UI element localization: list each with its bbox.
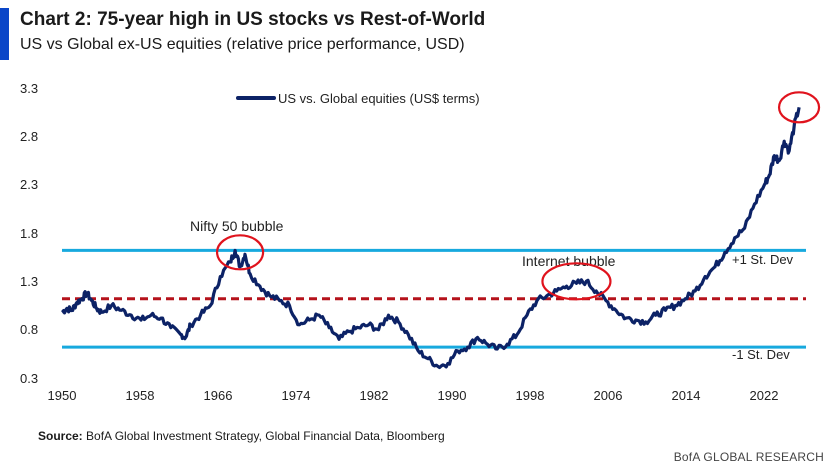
brand-label: BofA GLOBAL RESEARCH bbox=[673, 450, 824, 464]
y-tick-label: 0.3 bbox=[20, 371, 38, 386]
source-label: Source: bbox=[38, 429, 83, 443]
y-tick-label: 2.8 bbox=[20, 129, 38, 144]
series-line-us-vs-global bbox=[61, 107, 801, 370]
accent-bar bbox=[0, 8, 9, 60]
y-tick-label: 2.3 bbox=[20, 177, 38, 192]
nifty-50-highlight-circle bbox=[215, 234, 265, 271]
x-tick-label: 1966 bbox=[204, 388, 233, 403]
x-tick-label: 2006 bbox=[594, 388, 623, 403]
x-tick-label: 1950 bbox=[48, 388, 77, 403]
y-tick-label: 1.8 bbox=[20, 226, 38, 241]
x-tick-label: 1958 bbox=[126, 388, 155, 403]
x-tick-label: 2014 bbox=[672, 388, 701, 403]
y-tick-label: 0.8 bbox=[20, 322, 38, 337]
internet-bubble-label: Internet bubble bbox=[522, 253, 616, 269]
x-tick-label: 1990 bbox=[438, 388, 467, 403]
y-tick-label: 3.3 bbox=[20, 81, 38, 96]
peak-highlight-circle bbox=[777, 91, 821, 124]
x-tick-label: 1998 bbox=[516, 388, 545, 403]
source-note: Source: BofA Global Investment Strategy,… bbox=[38, 429, 445, 443]
x-tick-label: 2022 bbox=[750, 388, 779, 403]
source-text: BofA Global Investment Strategy, Global … bbox=[86, 429, 445, 443]
nifty-50-label: Nifty 50 bubble bbox=[190, 218, 284, 234]
chart-title: Chart 2: 75-year high in US stocks vs Re… bbox=[20, 9, 486, 30]
legend-label: US vs. Global equities (US$ terms) bbox=[278, 91, 480, 106]
x-tick-label: 1974 bbox=[282, 388, 311, 403]
minus-one-std-label: -1 St. Dev bbox=[732, 347, 790, 362]
plus-one-std-label: +1 St. Dev bbox=[732, 252, 794, 267]
y-tick-label: 1.3 bbox=[20, 274, 38, 289]
internet-bubble-highlight-circle bbox=[541, 262, 612, 301]
chart-subtitle: US vs Global ex-US equities (relative pr… bbox=[20, 36, 465, 53]
x-tick-label: 1982 bbox=[360, 388, 389, 403]
